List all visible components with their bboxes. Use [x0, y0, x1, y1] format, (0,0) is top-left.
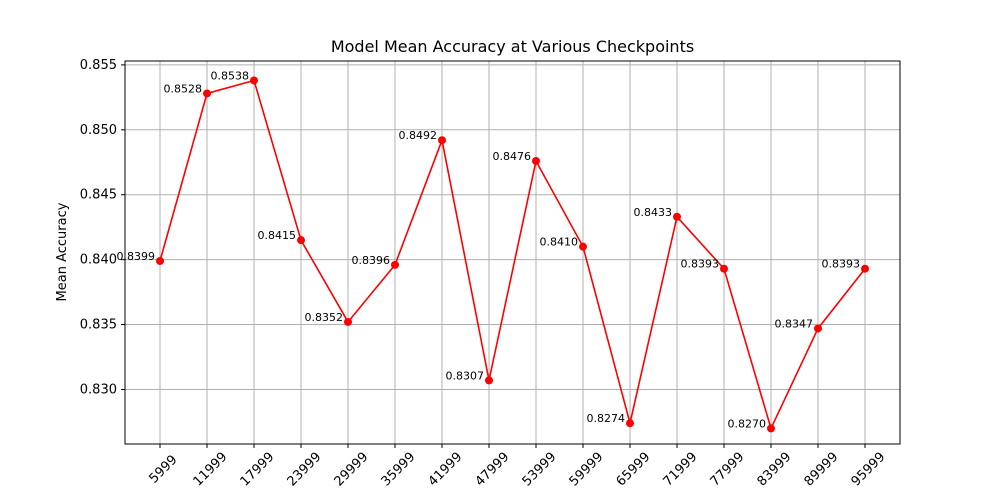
x-tick-label: 17999 — [238, 450, 278, 490]
data-point — [391, 260, 399, 269]
axis-layer: 0.830 0.835 0.840 0.845 0.850 0.855 5999 11999 1… — [80, 58, 889, 490]
y-tick-label: 0.840 — [80, 253, 117, 268]
y-axis-label: Mean Accuracy — [55, 202, 70, 301]
data-point — [673, 212, 681, 221]
x-tick-label: 35999 — [379, 450, 419, 490]
y-tick-label: 0.855 — [80, 58, 117, 73]
data-label: 0.8274 — [587, 412, 626, 425]
data-label: 0.8492 — [399, 129, 438, 142]
x-tick-label: 23999 — [285, 450, 325, 490]
x-tick-label: 53999 — [520, 450, 560, 490]
x-tick-label: 41999 — [426, 450, 466, 490]
data-point — [344, 317, 352, 326]
data-label: 0.8347 — [775, 317, 814, 330]
y-tick-label: 0.830 — [80, 382, 117, 397]
data-label: 0.8538 — [211, 69, 250, 82]
points-layer — [156, 76, 869, 433]
grid-layer — [125, 61, 900, 444]
plot-frame — [124, 60, 901, 445]
data-label: 0.8307 — [446, 369, 485, 382]
y-tick-label: 0.845 — [80, 188, 117, 203]
series-line — [159, 79, 866, 431]
data-point — [767, 424, 775, 433]
data-point — [532, 156, 540, 165]
data-label: 0.8476 — [493, 150, 532, 163]
x-tick-label: 29999 — [332, 450, 372, 490]
data-label: 0.8393 — [681, 258, 720, 271]
labels-layer: 0.8399 0.8528 0.8538 0.8415 0.8352 0.8396 0.84… — [117, 69, 861, 430]
x-tick-label: 65999 — [614, 450, 654, 490]
data-point — [579, 242, 587, 251]
data-point — [438, 136, 446, 145]
data-label: 0.8528 — [164, 82, 203, 95]
data-label: 0.8415 — [258, 229, 297, 242]
x-tick-label: 71999 — [661, 450, 701, 490]
data-label: 0.8352 — [305, 311, 344, 324]
data-point — [720, 264, 728, 273]
data-point — [814, 324, 822, 333]
data-label: 0.8433 — [634, 206, 673, 219]
data-point — [297, 236, 305, 245]
x-tick-label: 83999 — [755, 450, 795, 490]
y-tick-label: 0.835 — [80, 318, 117, 333]
data-point — [485, 376, 493, 385]
data-label: 0.8270 — [728, 417, 767, 430]
data-label: 0.8399 — [117, 250, 156, 263]
data-point — [861, 264, 869, 273]
x-tick-label: 89999 — [802, 450, 842, 490]
x-tick-label: 47999 — [473, 450, 513, 490]
x-tick-label: 59999 — [567, 450, 607, 490]
y-tick-label: 0.850 — [80, 123, 117, 138]
x-tick-label: 95999 — [849, 450, 889, 490]
data-label: 0.8396 — [352, 254, 391, 267]
data-label: 0.8410 — [540, 236, 579, 249]
data-point — [626, 419, 634, 428]
x-tick-label: 77999 — [708, 450, 748, 490]
data-point — [250, 76, 258, 85]
x-tick-label: 5999 — [147, 453, 181, 487]
data-label: 0.8393 — [822, 258, 861, 271]
x-tick-label: 11999 — [191, 450, 231, 490]
data-point — [203, 89, 211, 98]
data-point — [156, 256, 164, 265]
chart-title: Model Mean Accuracy at Various Checkpoin… — [331, 37, 694, 56]
